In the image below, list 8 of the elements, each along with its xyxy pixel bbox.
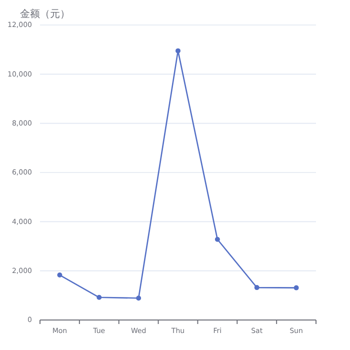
point <box>254 285 260 290</box>
point <box>57 272 62 278</box>
y-axis-title: 金额（元） <box>20 8 70 20</box>
point <box>214 236 220 242</box>
point <box>96 294 102 300</box>
point <box>176 48 180 54</box>
point <box>294 285 299 290</box>
point <box>136 296 142 301</box>
